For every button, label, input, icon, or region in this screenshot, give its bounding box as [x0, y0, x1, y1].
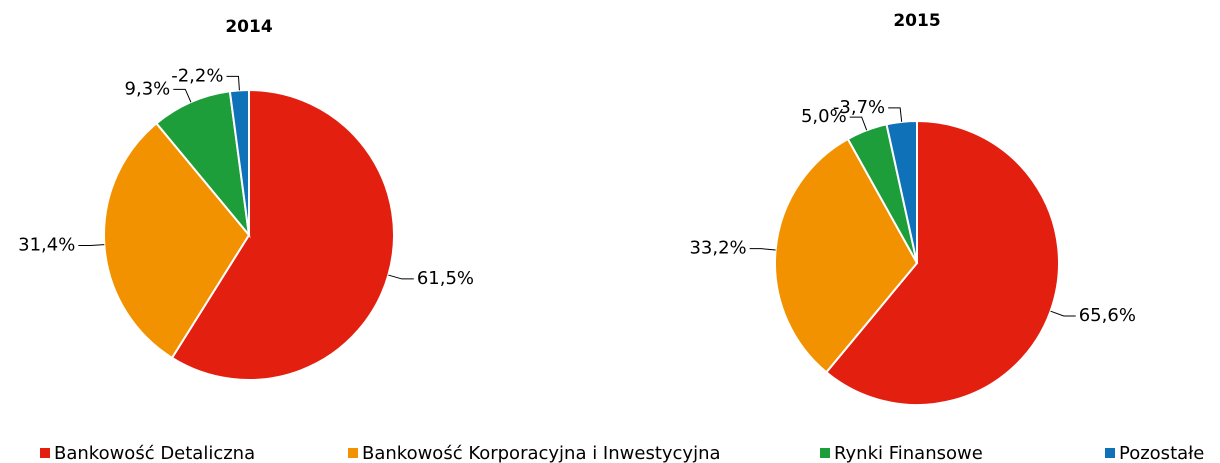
leader-line [1050, 310, 1076, 317]
leader-line [388, 274, 414, 280]
legend-label: Pozostałe [1119, 443, 1204, 463]
leader-line [849, 116, 868, 131]
data-label: -3,7% [833, 97, 885, 118]
chart-title: 2015 [893, 11, 940, 31]
pie-slice [103, 121, 251, 360]
pie-slice [824, 119, 1060, 406]
leader-line [173, 88, 192, 103]
leader-line [78, 244, 105, 247]
legend-label: Rynki Finansowe [834, 443, 983, 463]
data-label: 61,5% [417, 268, 474, 289]
legend-swatch [1105, 448, 1115, 458]
legend-label: Bankowość Korporacyjna i Inwestycyjna [362, 443, 721, 463]
legend-swatch [348, 448, 358, 458]
legend-swatch [820, 448, 830, 458]
chart-title: 2014 [225, 17, 272, 37]
data-label: 31,4% [18, 235, 75, 256]
data-label: 5,0% [801, 106, 847, 127]
leader-line [749, 248, 776, 251]
legend-label: Bankowość Detaliczna [54, 443, 255, 463]
pie-slice [155, 90, 251, 239]
data-label: 65,6% [1079, 305, 1136, 326]
leader-line [226, 75, 240, 91]
pie-slice [885, 119, 918, 264]
data-label: 9,3% [125, 78, 171, 99]
data-label: -2,2% [171, 65, 223, 86]
leader-line [888, 107, 903, 122]
legend-swatch [40, 448, 50, 458]
data-label: 33,2% [689, 238, 746, 259]
